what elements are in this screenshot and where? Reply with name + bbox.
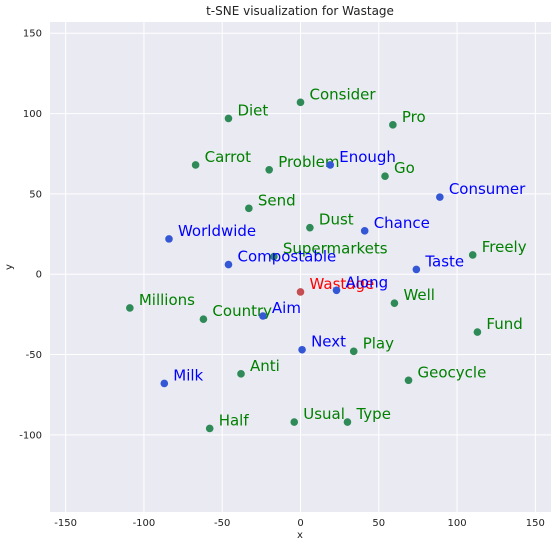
point-label: Well — [403, 286, 435, 304]
x-tick-label: 0 — [297, 518, 303, 529]
point-marker — [298, 345, 306, 354]
point-label: Dust — [319, 211, 354, 229]
point-marker — [224, 114, 233, 123]
point-label: Consumer — [449, 180, 526, 198]
y-tick-label: 150 — [23, 29, 42, 40]
point-label: Chance — [374, 214, 430, 232]
point-marker — [245, 204, 253, 213]
y-tick-label: -100 — [19, 430, 42, 441]
point-marker — [296, 288, 305, 296]
point-label: Go — [394, 159, 415, 177]
point-marker — [191, 161, 200, 169]
point-label: Enough — [339, 148, 396, 166]
point-marker — [343, 418, 352, 426]
y-tick-label: 100 — [23, 109, 42, 120]
point-marker — [165, 235, 173, 243]
point-label: Play — [363, 334, 394, 352]
point-marker — [126, 304, 134, 312]
point-label: Country — [212, 302, 272, 320]
point-marker — [326, 161, 335, 169]
y-tick-label: 50 — [29, 189, 42, 200]
point-marker — [224, 260, 233, 269]
point-label: Fund — [486, 315, 522, 333]
point-marker — [360, 227, 369, 235]
point-marker — [237, 370, 245, 378]
point-label: Problem — [278, 153, 339, 171]
x-tick-label: -100 — [133, 518, 156, 529]
point-marker — [259, 312, 267, 320]
point-marker — [296, 98, 305, 107]
point-label: Geocycle — [418, 363, 487, 381]
point-marker — [436, 193, 444, 201]
point-label: Freely — [482, 238, 527, 256]
point-marker — [270, 252, 278, 261]
point-marker — [381, 172, 389, 181]
point-label: Half — [219, 411, 250, 429]
x-tick-label: -50 — [214, 518, 230, 529]
point-marker — [205, 424, 214, 433]
point-marker — [290, 418, 299, 426]
point-label: Wastage — [310, 275, 375, 293]
point-marker — [389, 121, 397, 129]
point-label: Compostable — [237, 248, 336, 266]
y-tick-label: -50 — [26, 350, 42, 361]
point-marker — [473, 328, 482, 336]
point-marker — [349, 347, 358, 356]
point-label: Worldwide — [178, 222, 256, 240]
y-tick-label: 0 — [36, 270, 42, 281]
point-marker — [160, 379, 169, 388]
x-tick-label: 150 — [526, 518, 545, 529]
y-axis-label: y — [4, 264, 15, 270]
chart-title: t-SNE visualization for Wastage — [206, 4, 394, 18]
point-marker — [404, 376, 413, 385]
point-label: Milk — [173, 366, 203, 384]
point-marker — [265, 166, 273, 174]
point-label: Along — [346, 273, 389, 291]
x-tick-label: 100 — [448, 518, 467, 529]
point-marker — [306, 223, 314, 232]
point-label: Supermarkets — [283, 240, 388, 258]
point-marker — [332, 286, 341, 295]
point-label: Millions — [139, 291, 195, 309]
point-marker — [199, 315, 208, 324]
point-label: Send — [258, 191, 296, 209]
point-label: Next — [311, 333, 346, 351]
x-tick-label: -150 — [54, 518, 77, 529]
data-points: Wastage Consider Diet Pro Carrot Problem Enoug… — [126, 85, 527, 433]
point-marker — [468, 251, 477, 259]
point-label: Type — [355, 405, 390, 423]
point-label: Carrot — [205, 148, 252, 166]
point-label: Taste — [424, 252, 464, 270]
point-marker — [390, 299, 399, 307]
point-label: Diet — [237, 101, 268, 119]
point-label: Anti — [250, 357, 280, 375]
point-label: Usual — [303, 405, 345, 423]
point-label: Aim — [272, 299, 301, 317]
tick-labels: -150 -100 -50 0 50 100 150 -100 -50 0 50 100 150 — [19, 29, 545, 529]
grid — [50, 22, 551, 512]
x-tick-label: 50 — [372, 518, 385, 529]
point-label: Consider — [310, 85, 377, 103]
point-label: Pro — [402, 108, 426, 126]
point-marker — [412, 265, 421, 274]
x-axis-label: x — [297, 530, 303, 541]
